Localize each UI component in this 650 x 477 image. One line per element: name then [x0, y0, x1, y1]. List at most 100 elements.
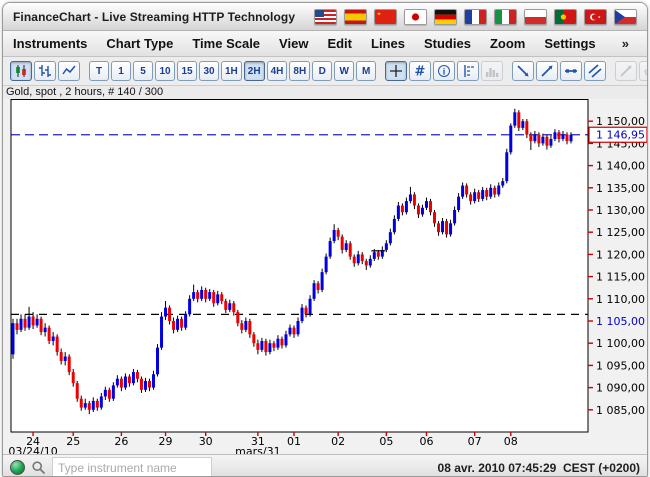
timeframe-D-button[interactable]: D: [312, 61, 333, 81]
svg-text:1 100,00: 1 100,00: [596, 337, 645, 350]
connection-status-icon: [10, 460, 25, 475]
timeframe-30-button[interactable]: 30: [199, 61, 219, 81]
flag-japan-button[interactable]: [404, 8, 427, 25]
svg-text:#: #: [415, 65, 426, 79]
menu-zoom[interactable]: Zoom: [489, 36, 526, 51]
svg-text:1 095,00: 1 095,00: [596, 359, 645, 372]
search-icon: [32, 461, 45, 474]
menu-view[interactable]: View: [279, 36, 309, 51]
draw-trendline-up-button[interactable]: [536, 61, 559, 81]
title-bar: FinanceChart - Live Streaming HTTP Techn…: [3, 3, 647, 31]
instrument-search-input[interactable]: [52, 457, 212, 476]
trend-down-icon: [516, 64, 530, 78]
menu-lines[interactable]: Lines: [371, 36, 405, 51]
chart-svg[interactable]: 1 150,001 145,001 140,001 135,001 130,00…: [3, 99, 647, 454]
instrument-label-strip: Gold, spot , 2 hours, # 140 / 300: [3, 86, 647, 99]
flag-czech-button[interactable]: [614, 8, 637, 25]
timeframe-1-button[interactable]: 1: [111, 61, 131, 81]
draw-trendline-down-button[interactable]: [512, 61, 535, 81]
linechart-icon: [62, 64, 76, 78]
timeframe-W-button[interactable]: W: [334, 61, 355, 81]
info-icon: i: [437, 64, 451, 78]
price-levels-button[interactable]: [457, 61, 480, 81]
crosshair-icon: [389, 64, 403, 78]
svg-text:1 150,00: 1 150,00: [596, 115, 645, 128]
flag-italy-button[interactable]: [494, 8, 517, 25]
flag-poland-button[interactable]: [524, 8, 547, 25]
chart-type-group: [10, 61, 80, 81]
grid-icon: #: [413, 64, 427, 79]
flag-spain-button[interactable]: [344, 8, 367, 25]
svg-text:26: 26: [114, 435, 128, 448]
timeframe-T-button[interactable]: T: [89, 61, 109, 81]
draw-channel-button[interactable]: [584, 61, 607, 81]
timeframe-4H-button[interactable]: 4H: [266, 61, 288, 81]
menu-time-scale[interactable]: Time Scale: [192, 36, 261, 51]
timeframe-group: T 1 5 10 15 30 1H 2H 4H 8H D W M: [89, 61, 377, 81]
instrument-label: Gold, spot , 2 hours, # 140 / 300: [6, 86, 164, 98]
menu-studies[interactable]: Studies: [423, 36, 471, 51]
trend-channel-icon: [588, 64, 602, 78]
line-chart-button[interactable]: [58, 61, 80, 81]
menu-bar: Instruments Chart Type Time Scale View Edit L…: [3, 31, 647, 57]
flag-germany-button[interactable]: [434, 8, 457, 25]
tools-group: # i: [385, 61, 504, 81]
window-title: FinanceChart - Live Streaming HTTP Techn…: [13, 9, 296, 24]
svg-text:25: 25: [66, 435, 80, 448]
svg-text:1 125,00: 1 125,00: [596, 226, 645, 239]
menu-settings[interactable]: Settings: [544, 36, 596, 51]
svg-text:1 120,00: 1 120,00: [596, 248, 645, 261]
flag-china-button[interactable]: [374, 8, 397, 25]
timeframe-10-button[interactable]: 10: [155, 61, 175, 81]
flag-portugal-button[interactable]: [554, 8, 577, 25]
svg-text:1 085,00: 1 085,00: [596, 404, 645, 417]
svg-text:31: 31: [251, 435, 265, 448]
menu-overflow-button[interactable]: »: [621, 36, 629, 51]
svg-text:07: 07: [468, 435, 482, 448]
flag-turkey-button[interactable]: [584, 8, 607, 25]
timeframe-1H-button[interactable]: 1H: [221, 61, 242, 81]
ohlc-chart-button[interactable]: [34, 61, 56, 81]
svg-text:1 135,00: 1 135,00: [596, 182, 645, 195]
svg-text:30: 30: [199, 435, 213, 448]
flag-france-button[interactable]: [464, 8, 487, 25]
flag-usa-button[interactable]: [314, 8, 337, 25]
clock-datetime: 08 avr. 2010 07:45:29 CEST (+0200): [437, 460, 640, 475]
timeframe-M-button[interactable]: M: [356, 61, 377, 81]
eraser-icon: [643, 64, 647, 78]
eraser-button[interactable]: [639, 61, 647, 81]
svg-text:1 090,00: 1 090,00: [596, 382, 645, 395]
svg-text:1 115,00: 1 115,00: [596, 271, 645, 284]
menu-chart-type[interactable]: Chart Type: [106, 36, 174, 51]
svg-text:03/24/10: 03/24/10: [8, 445, 57, 454]
svg-text:1 146,95: 1 146,95: [596, 129, 645, 142]
draw-tools-group: [512, 61, 607, 81]
volume-histogram-button[interactable]: [481, 61, 504, 81]
menu-instruments[interactable]: Instruments: [13, 36, 88, 51]
volume-icon: [485, 64, 499, 78]
svg-text:1 110,00: 1 110,00: [596, 293, 645, 306]
trend-horizontal-icon: [564, 64, 578, 78]
edit-tools-group: [615, 61, 647, 81]
levels-icon: [461, 64, 475, 78]
candles-icon: [14, 64, 28, 78]
timeframe-15-button[interactable]: 15: [177, 61, 197, 81]
candlestick-chart-button[interactable]: [10, 61, 32, 81]
ohlc-icon: [38, 64, 52, 78]
grid-button[interactable]: #: [409, 61, 432, 81]
timeframe-8H-button[interactable]: 8H: [289, 61, 311, 81]
crosshair-button[interactable]: [385, 61, 408, 81]
menu-edit[interactable]: Edit: [327, 36, 352, 51]
svg-text:1 130,00: 1 130,00: [596, 204, 645, 217]
svg-text:06: 06: [419, 435, 433, 448]
edit-line-button[interactable]: [615, 61, 638, 81]
timeframe-2H-button[interactable]: 2H: [243, 61, 265, 81]
draw-horizontal-line-button[interactable]: [560, 61, 583, 81]
timeframe-5-button[interactable]: 5: [133, 61, 153, 81]
language-flags: [314, 8, 637, 25]
status-bar: 08 avr. 2010 07:45:29 CEST (+0200): [3, 454, 647, 476]
trend-up-icon: [619, 64, 633, 78]
info-button[interactable]: i: [433, 61, 456, 81]
